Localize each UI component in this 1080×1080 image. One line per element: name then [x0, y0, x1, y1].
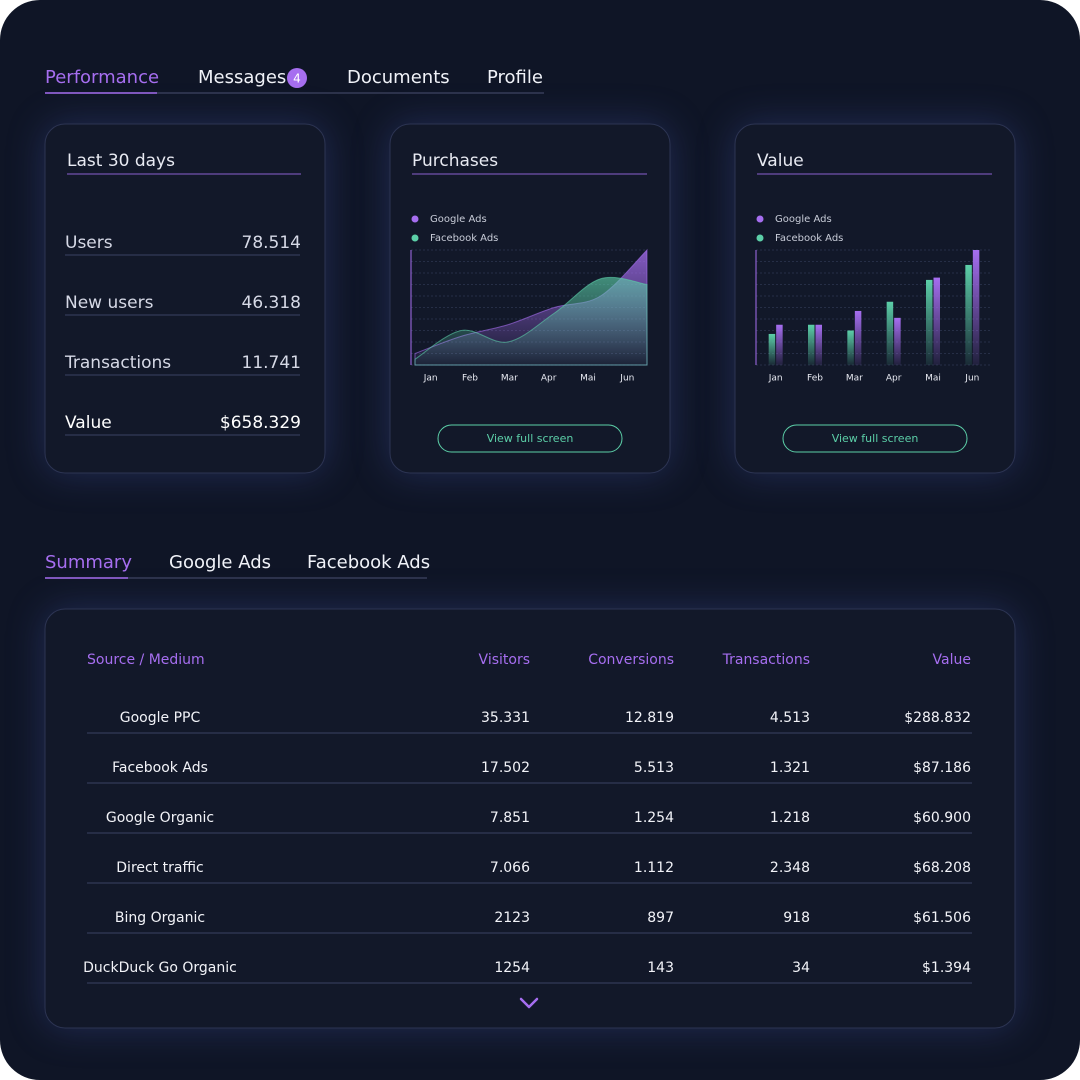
expand-chevron[interactable] — [519, 997, 539, 1009]
table-cell: 1254 — [494, 960, 530, 976]
x-tick-label: Mar — [846, 374, 863, 384]
stat-value: $658.329 — [220, 413, 301, 433]
x-tick-label: Mar — [501, 374, 518, 384]
area — [414, 276, 648, 366]
view-full-screen-button[interactable] — [782, 424, 968, 453]
table-cell: 2.348 — [770, 860, 810, 876]
table-cell: $61.506 — [913, 910, 971, 926]
table-cell: 143 — [647, 960, 674, 976]
x-tick-label: Feb — [462, 374, 478, 384]
tab[interactable]: Documents — [347, 67, 450, 88]
table-cell: 7.851 — [490, 810, 530, 826]
bar — [854, 310, 862, 365]
table-header: Source / Medium — [87, 652, 205, 668]
button-label: View full screen — [832, 432, 919, 445]
stat-label: Value — [65, 413, 112, 433]
view-full-screen-button[interactable] — [437, 424, 623, 453]
bar — [972, 250, 980, 365]
badge — [287, 68, 307, 88]
table-header: Conversions — [588, 652, 674, 668]
bar — [847, 330, 854, 365]
summary-tab[interactable]: Summary — [45, 552, 132, 573]
legend-label: Google Ads — [430, 214, 487, 225]
x-tick-label: Jun — [619, 374, 634, 384]
table-cell: Facebook Ads — [112, 760, 208, 776]
table-cell: 4.513 — [770, 710, 810, 726]
table-cell: 5.513 — [634, 760, 674, 776]
legend-dot — [411, 234, 419, 242]
stat-value: 11.741 — [242, 353, 301, 373]
bar — [808, 324, 815, 365]
bar — [768, 333, 776, 365]
bar — [926, 279, 933, 365]
table-cell: Google PPC — [120, 710, 201, 726]
table-cell: 12.819 — [625, 710, 674, 726]
table-header: Visitors — [479, 652, 530, 668]
legend-dot — [756, 215, 764, 223]
table-cell: Bing Organic — [115, 910, 205, 926]
purchases-card — [389, 123, 671, 474]
table-header: Value — [933, 652, 971, 668]
x-tick-label: Feb — [807, 374, 823, 384]
bar — [886, 301, 894, 365]
table-cell: $288.832 — [904, 710, 971, 726]
x-tick-label: Jan — [423, 374, 438, 384]
table-cell: $87.186 — [913, 760, 971, 776]
table-cell: 2123 — [494, 910, 530, 926]
table-cell: 17.502 — [481, 760, 530, 776]
value-card — [734, 123, 1016, 474]
bar — [815, 324, 822, 365]
button-label: View full screen — [487, 432, 574, 445]
chart-title: Purchases — [412, 151, 498, 171]
badge-count: 4 — [293, 72, 301, 86]
chart-title: Value — [757, 151, 804, 171]
summary-tab[interactable]: Facebook Ads — [307, 552, 430, 573]
stat-value: 78.514 — [242, 233, 301, 253]
table-cell: Google Organic — [106, 810, 214, 826]
legend-label: Facebook Ads — [430, 233, 498, 244]
bar — [776, 324, 783, 365]
table-cell: Direct traffic — [116, 860, 203, 876]
table-cell: 7.066 — [490, 860, 530, 876]
table-cell: DuckDuck Go Organic — [83, 960, 237, 976]
stat-label: Transactions — [64, 353, 171, 373]
x-tick-label: Mai — [580, 374, 596, 384]
table-cell: 34 — [792, 960, 810, 976]
bar — [894, 317, 901, 365]
x-tick-label: Jan — [768, 374, 783, 384]
table-cell: 1.112 — [634, 860, 674, 876]
stat-label: Users — [65, 233, 113, 253]
table-cell: $1.394 — [922, 960, 971, 976]
table-cell: 897 — [647, 910, 674, 926]
table-cell: 1.218 — [770, 810, 810, 826]
bar — [933, 277, 940, 365]
tab[interactable]: Messages — [198, 67, 286, 88]
table-cell: 1.254 — [634, 810, 674, 826]
legend-dot — [756, 234, 764, 242]
bar — [965, 264, 972, 365]
legend-label: Facebook Ads — [775, 233, 843, 244]
legend-label: Google Ads — [775, 214, 832, 225]
tab[interactable]: Performance — [45, 67, 159, 88]
card-title: Last 30 days — [67, 151, 175, 171]
table-cell: 918 — [783, 910, 810, 926]
x-tick-label: Mai — [925, 374, 941, 384]
table-cell: 1.321 — [770, 760, 810, 776]
table-header: Transactions — [722, 652, 810, 668]
table-cell: 35.331 — [481, 710, 530, 726]
table-cell: $68.208 — [913, 860, 971, 876]
table-cell: $60.900 — [913, 810, 971, 826]
stat-value: 46.318 — [242, 293, 301, 313]
table-card — [44, 608, 1016, 1029]
legend-dot — [411, 215, 419, 223]
tab[interactable]: Profile — [487, 67, 543, 88]
x-tick-label: Apr — [541, 374, 557, 384]
stat-label: New users — [65, 293, 154, 313]
x-tick-label: Jun — [964, 374, 979, 384]
x-tick-label: Apr — [886, 374, 902, 384]
stats-card — [44, 123, 326, 474]
summary-tab[interactable]: Google Ads — [169, 552, 271, 573]
